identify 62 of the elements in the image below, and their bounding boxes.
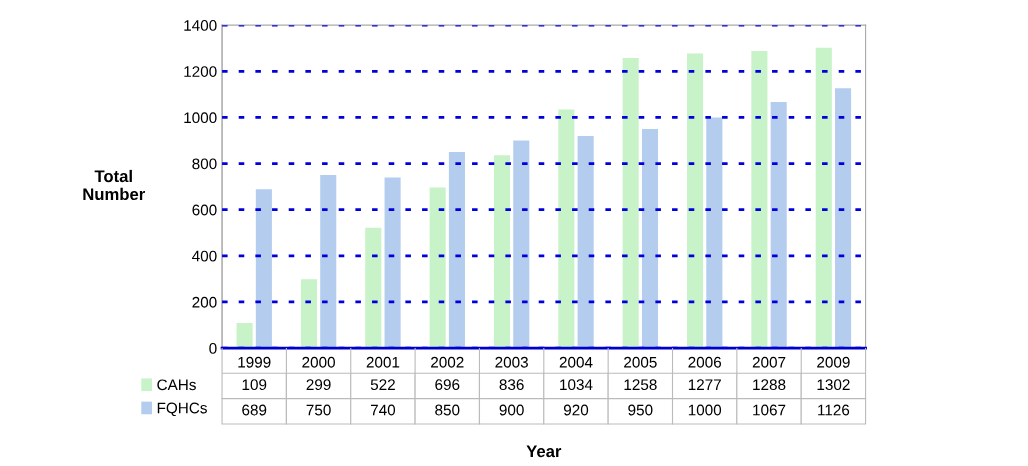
bar	[641, 128, 659, 349]
x-tick-label: 2001	[366, 356, 400, 368]
bar	[448, 152, 465, 349]
x-tick-label: 1999	[238, 356, 271, 368]
x-tick-label: 2003	[495, 356, 528, 368]
x-tick-label: 2005	[624, 356, 657, 368]
x-tick-label: 2007	[752, 356, 786, 368]
data-label: 740	[370, 404, 396, 416]
bar	[622, 57, 639, 349]
y-tick-label: 600	[192, 204, 217, 216]
bar	[577, 135, 594, 349]
data-label: 109	[242, 379, 267, 391]
bar	[835, 88, 852, 349]
bar	[815, 47, 832, 349]
y-tick-label: 800	[192, 158, 217, 170]
bar	[255, 189, 272, 349]
data-label: 299	[306, 379, 331, 391]
data-label: 1277	[688, 379, 721, 390]
bar	[770, 101, 787, 349]
data-label: 1302	[817, 379, 850, 391]
data-label: 1288	[753, 379, 786, 391]
bar	[300, 279, 317, 349]
y-tick-label: 1200	[184, 66, 217, 77]
bar	[706, 117, 723, 349]
bar	[751, 51, 768, 349]
y-tick-label: 0	[209, 342, 217, 354]
y-tick-label: 1000	[184, 112, 217, 124]
data-label: 1067	[753, 404, 786, 416]
bar	[493, 155, 511, 349]
x-axis-title: Year	[526, 445, 562, 458]
data-label: 522	[370, 379, 395, 391]
bar	[558, 109, 575, 349]
data-label: 1000	[688, 404, 722, 416]
data-label: 1034	[560, 379, 593, 391]
bar	[365, 227, 382, 349]
data-label: 950	[628, 404, 653, 416]
data-label: 850	[435, 404, 460, 416]
x-tick-label: 2000	[302, 356, 335, 368]
data-label: 689	[242, 404, 267, 416]
y-tick-label: 200	[192, 296, 217, 308]
data-label: 750	[306, 404, 331, 416]
bar	[513, 140, 530, 349]
legend-label: FQHCs	[157, 402, 207, 417]
bar	[384, 177, 401, 349]
bar	[320, 175, 337, 349]
data-label: 836	[499, 379, 524, 391]
y-tick-label: 1400	[184, 20, 217, 31]
x-tick-label: 2006	[688, 356, 722, 368]
data-label: 1258	[624, 379, 657, 391]
y-axis-title: Total Number	[83, 169, 145, 201]
data-label: 696	[435, 379, 460, 391]
x-tick-label: 2004	[559, 356, 593, 368]
x-tick-label: 2009	[817, 356, 850, 368]
data-label: 920	[563, 404, 589, 416]
data-label: 900	[499, 404, 524, 416]
bar	[429, 187, 446, 349]
bar	[687, 53, 704, 349]
y-tick-label: 400	[192, 250, 217, 262]
x-tick-label: 2002	[431, 356, 464, 368]
bar	[236, 322, 253, 349]
legend-label: CAHs	[157, 379, 196, 391]
data-label: 1126	[818, 404, 850, 416]
